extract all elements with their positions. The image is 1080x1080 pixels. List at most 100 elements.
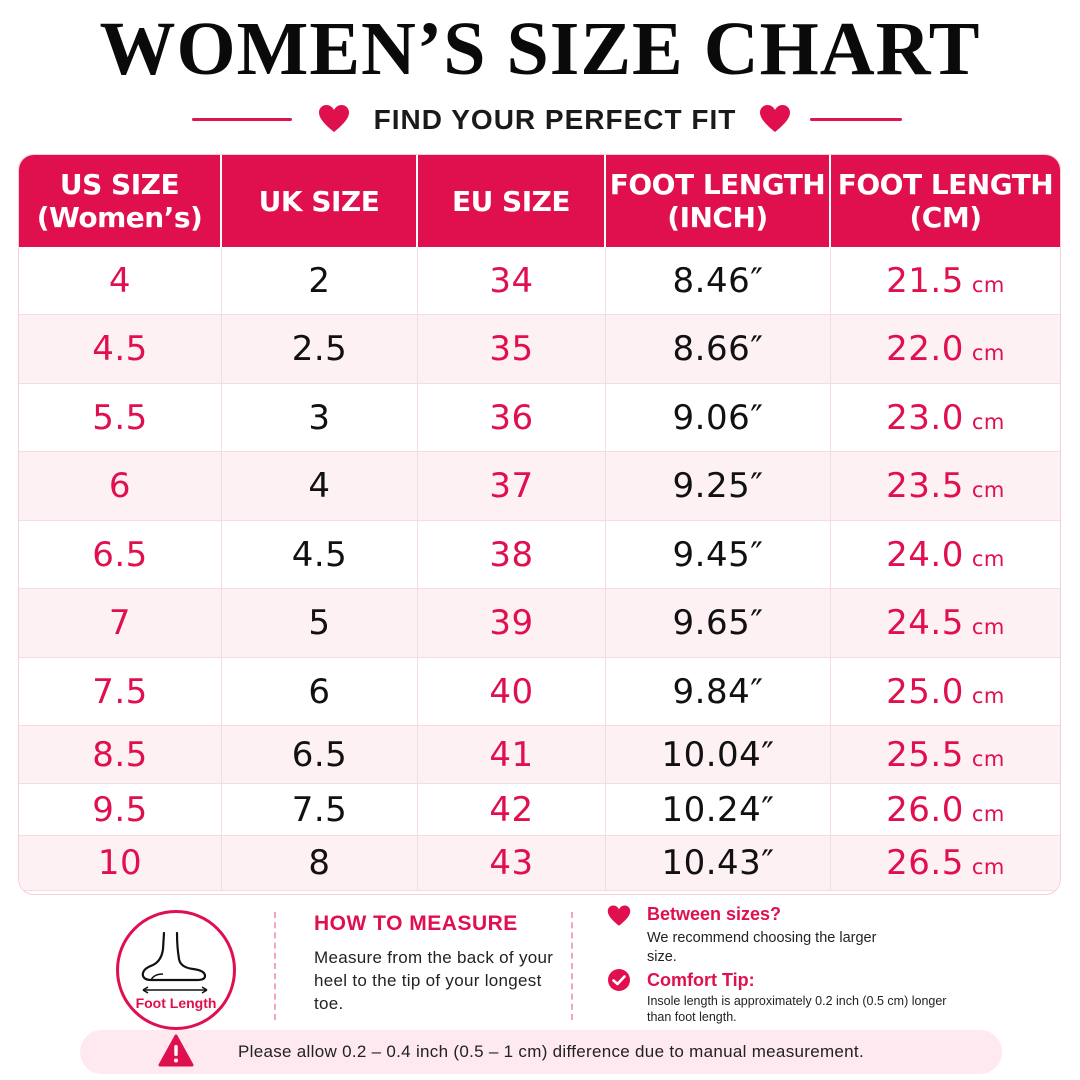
cell-eu-size-value: 34 [489,260,534,301]
cell-us-size: 6.5 [19,521,222,588]
cell-foot-length-cm-value: 23.5 [886,466,964,506]
cell-foot-length-cm: 21.5 cm [831,247,1060,314]
cell-eu-size-value: 35 [489,329,534,369]
table-row: 6.5 4.5 38 9.45″ 24.0 cm [19,521,1060,589]
page-title: WOMEN’S SIZE CHART [99,7,981,91]
cell-eu-size-value: 39 [489,603,534,643]
unit-label: cm [971,615,1005,639]
cell-uk-size: 4 [222,452,418,520]
cell-eu-size-value: 38 [489,534,534,575]
cell-uk-size: 2 [222,247,418,314]
cell-eu-size: 35 [418,315,606,383]
cell-foot-length-inch: 10.24″ [606,784,831,835]
cell-foot-length-cm: 22.0 cm [831,315,1060,383]
foot-diagram: Foot Length [116,910,236,1030]
cell-us-size: 10 [19,836,222,890]
cell-foot-length-inch-value: 9.06″ [672,397,764,438]
cell-uk-size: 3 [222,384,418,451]
unit-label: cm [971,801,1005,826]
unit-label: cm [971,478,1005,502]
cell-eu-size: 38 [418,521,606,588]
cell-uk-size: 2.5 [222,315,418,383]
cell-uk-size: 7.5 [222,784,418,835]
divider [274,912,276,1020]
cell-eu-size-value: 37 [489,466,534,506]
cell-foot-length-inch: 9.25″ [606,452,831,520]
page-subtitle: FIND YOUR PERFECT FIT [373,104,737,135]
cell-eu-size-value: 42 [489,789,534,830]
cell-foot-length-cm: 25.5 cm [831,726,1060,783]
cell-us-size: 4 [19,247,222,314]
cell-foot-length-cm-value: 24.0 [886,534,964,575]
cell-eu-size-value: 43 [489,843,534,883]
cell-foot-length-inch: 10.43″ [606,836,831,890]
cell-us-size: 7.5 [19,658,222,725]
cell-eu-size: 43 [418,836,606,890]
table-row: 7.5 6 40 9.84″ 25.0 cm [19,658,1060,726]
cell-foot-length-cm: 24.0 cm [831,521,1060,588]
tip-text-comfort: Insole length is approximately 0.2 inch … [647,994,947,1024]
cell-foot-length-inch-value: 10.04″ [661,734,775,775]
unit-label: cm [971,855,1005,879]
tip-title-between-sizes: Between sizes? [647,904,782,924]
notice-banner: Please allow 0.2 – 0.4 inch (0.5 – 1 cm)… [80,1030,1002,1074]
unit-label: cm [971,272,1005,297]
cell-us-size: 8.5 [19,726,222,783]
cell-us-size-value: 4.5 [92,329,148,369]
cell-foot-length-inch: 9.06″ [606,384,831,451]
cell-eu-size-value: 36 [489,397,534,438]
table-row: 10 8 43 10.43″ 26.5 cm [19,836,1060,891]
cell-us-size-value: 6 [108,466,132,506]
header-uk-size: UK SIZE [222,155,418,247]
cell-us-size: 7 [19,589,222,657]
table-row: 9.5 7.5 42 10.24″ 26.0 cm [19,784,1060,836]
heart-icon [607,905,631,926]
divider [571,912,573,1020]
cell-foot-length-cm: 23.5 cm [831,452,1060,520]
cell-us-size: 6 [19,452,222,520]
cell-foot-length-cm: 26.0 cm [831,784,1060,835]
cell-foot-length-cm-value: 25.5 [886,734,964,775]
cell-uk-size: 8 [222,836,418,890]
cell-us-size-value: 7.5 [92,671,148,712]
cell-foot-length-cm: 23.0 cm [831,384,1060,451]
cell-us-size-value: 7 [108,603,132,643]
cell-foot-length-inch-value: 10.43″ [661,843,775,883]
cell-uk-size-value: 6.5 [291,734,348,775]
cell-eu-size: 41 [418,726,606,783]
cell-foot-length-cm-value: 26.5 [886,843,964,883]
cell-uk-size-value: 4 [308,466,331,506]
cell-foot-length-cm: 24.5 cm [831,589,1060,657]
tip-text-between-sizes: We recommend choosing the larger size. [647,930,877,965]
decorative-line-left [192,118,292,121]
cell-foot-length-inch: 9.84″ [606,658,831,725]
subtitle-row: FIND YOUR PERFECT FIT [0,98,1080,142]
cell-eu-size: 34 [418,247,606,314]
table-body: 4 2 34 8.46″ 21.5 cm 4.5 2.5 35 8.66″ 22.0 cm 5.5 3 36… [19,247,1060,891]
warning-icon [158,1034,194,1067]
check-circle-icon [608,969,630,991]
cell-foot-length-inch-value: 9.25″ [672,466,764,506]
header-eu-size: EU SIZE [418,155,606,247]
decorative-line-right [810,118,902,121]
cell-us-size-value: 5.5 [92,397,148,438]
cell-foot-length-inch: 8.46″ [606,247,831,314]
unit-label: cm [971,746,1005,771]
heart-icon [760,105,790,132]
table-row: 7 5 39 9.65″ 24.5 cm [19,589,1060,658]
tip-title-comfort: Comfort Tip: [647,970,755,990]
foot-length-label: Foot Length [135,995,217,1011]
cell-foot-length-inch-value: 10.24″ [661,789,775,830]
cell-us-size: 4.5 [19,315,222,383]
table-header: US SIZE (Women’s) UK SIZE EU SIZE FOOT LE… [19,155,1060,247]
unit-label: cm [971,546,1005,571]
unit-label: cm [971,341,1005,365]
header-us-size: US SIZE (Women’s) [19,155,222,247]
cell-uk-size: 5 [222,589,418,657]
cell-eu-size: 39 [418,589,606,657]
cell-foot-length-cm: 25.0 cm [831,658,1060,725]
cell-foot-length-cm-value: 22.0 [886,329,964,369]
cell-eu-size: 40 [418,658,606,725]
table-row: 6 4 37 9.25″ 23.5 cm [19,452,1060,521]
how-to-measure-title: HOW TO MEASURE [314,912,518,935]
